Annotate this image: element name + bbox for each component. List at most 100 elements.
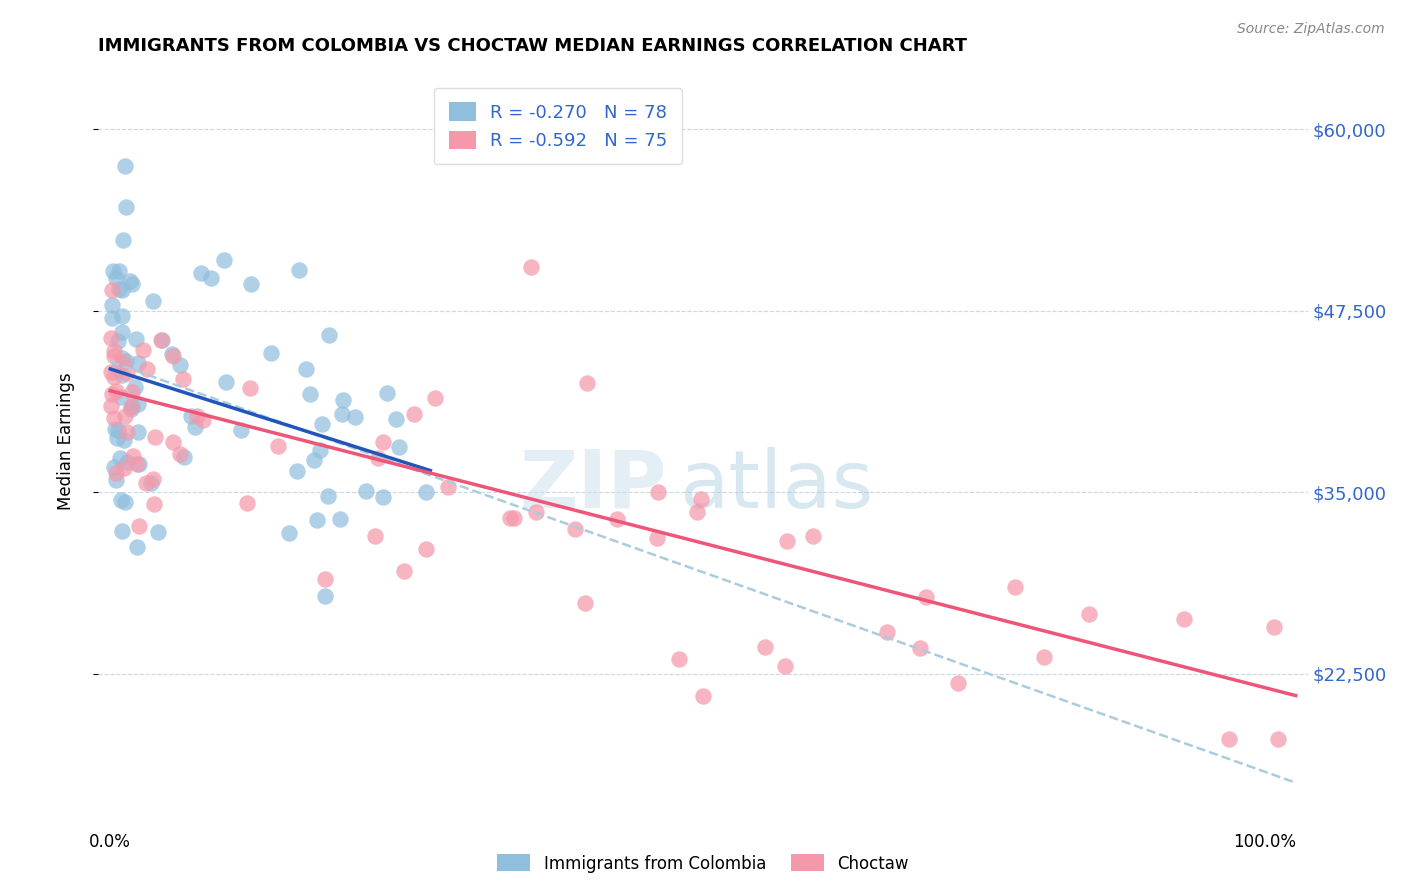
Point (127, 397, 149, 411)
Point (314, 572, 336, 586)
Point (128, 458, 150, 472)
Point (692, 689, 714, 703)
Point (801, 529, 824, 543)
Point (1263, 620, 1285, 634)
Point (103, 460, 125, 475)
Point (115, 425, 138, 439)
Text: 0.0%: 0.0% (90, 833, 131, 852)
Point (876, 624, 898, 639)
Point (1004, 580, 1026, 594)
Point (520, 260, 543, 275)
Point (121, 277, 143, 291)
Point (107, 282, 129, 296)
Point (1078, 607, 1101, 621)
Point (105, 384, 128, 399)
Point (180, 409, 202, 423)
Point (100, 298, 122, 312)
Point (576, 376, 599, 391)
Point (107, 430, 129, 444)
Point (146, 525, 169, 540)
Point (285, 464, 308, 478)
Point (125, 332, 148, 346)
Point (1218, 732, 1240, 747)
Point (101, 311, 124, 326)
Point (240, 277, 263, 291)
Point (100, 331, 122, 345)
Point (388, 440, 411, 454)
Point (135, 475, 157, 490)
Point (308, 443, 330, 458)
Point (371, 490, 394, 504)
Point (364, 529, 387, 543)
Point (104, 473, 127, 487)
Point (332, 393, 354, 408)
Point (111, 355, 134, 369)
Point (186, 409, 208, 423)
Point (103, 350, 125, 364)
Point (173, 450, 195, 465)
Point (111, 283, 134, 297)
Text: ZIP: ZIP (519, 447, 666, 525)
Point (314, 590, 336, 604)
Point (668, 652, 690, 666)
Point (191, 413, 214, 427)
Point (112, 433, 135, 447)
Point (103, 344, 125, 359)
Point (330, 407, 353, 421)
Point (115, 200, 138, 214)
Point (107, 334, 129, 348)
Point (127, 540, 149, 554)
Point (524, 505, 547, 519)
Point (776, 534, 799, 549)
Point (103, 422, 125, 436)
Text: 100.0%: 100.0% (1233, 833, 1296, 852)
Point (111, 309, 134, 323)
Point (114, 494, 136, 508)
Point (103, 411, 125, 425)
Point (103, 370, 125, 384)
Legend: Immigrants from Colombia, Choctaw: Immigrants from Colombia, Choctaw (491, 847, 915, 880)
Point (142, 497, 165, 511)
Point (115, 353, 138, 368)
Point (111, 233, 134, 247)
Point (150, 334, 173, 348)
Point (110, 391, 132, 405)
Point (686, 505, 709, 519)
Point (112, 461, 135, 475)
Y-axis label: Median Earnings: Median Earnings (56, 373, 75, 510)
Point (190, 267, 212, 281)
Point (200, 271, 222, 285)
Point (215, 375, 238, 389)
Point (101, 284, 124, 298)
Point (915, 590, 938, 604)
Point (107, 361, 129, 376)
Point (1173, 612, 1195, 626)
Point (132, 343, 155, 357)
Point (127, 425, 149, 440)
Point (212, 252, 235, 267)
Point (105, 466, 128, 480)
Point (415, 485, 437, 500)
Point (385, 411, 408, 425)
Point (100, 399, 122, 413)
Point (121, 384, 143, 399)
Point (100, 365, 122, 379)
Point (127, 356, 149, 370)
Point (316, 489, 339, 503)
Point (689, 491, 711, 506)
Point (343, 410, 366, 425)
Point (278, 526, 301, 541)
Point (229, 424, 252, 438)
Point (169, 358, 191, 372)
Point (239, 381, 262, 395)
Text: atlas: atlas (679, 447, 873, 525)
Point (266, 439, 288, 453)
Point (354, 484, 377, 499)
Point (150, 334, 173, 348)
Point (1032, 650, 1054, 665)
Point (120, 401, 142, 415)
Point (108, 264, 131, 278)
Point (437, 479, 460, 493)
Point (111, 524, 134, 538)
Point (908, 641, 931, 656)
